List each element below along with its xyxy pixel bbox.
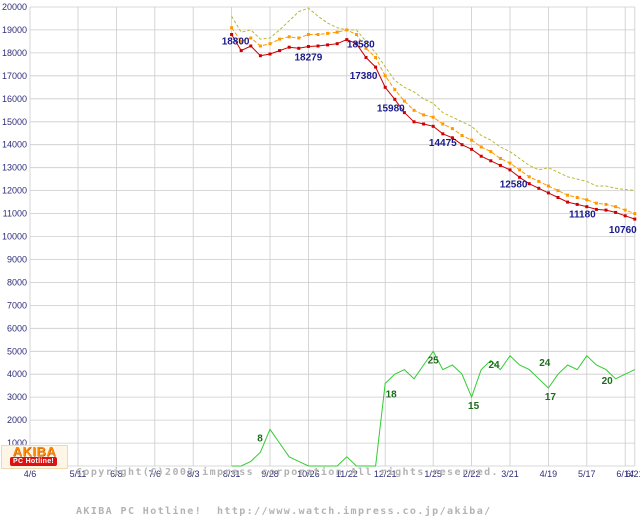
y-axis-tick-label: 11000 <box>3 209 27 219</box>
y-axis-tick-label: 8000 <box>7 277 27 287</box>
price-label: 18800 <box>222 37 250 48</box>
y-axis-tick-label: 5000 <box>7 346 27 356</box>
x-axis-tick-label: 2/22 <box>463 469 481 479</box>
y-axis-tick-label: 15000 <box>2 117 27 127</box>
akiba-logo: AKIBA PC Hotline! <box>1 445 68 469</box>
copyright-line-2: AKIBA PC Hotline! http://www.watch.impre… <box>76 506 492 517</box>
x-axis-tick-label: 6/8 <box>110 469 123 479</box>
x-axis-tick-label: 7/6 <box>149 469 162 479</box>
y-axis-tick-label: 18000 <box>2 48 27 58</box>
x-axis-tick-label: 6/21 <box>626 469 640 479</box>
price-label: 15980 <box>377 103 405 114</box>
x-axis-tick-label: 6/14 <box>616 469 634 479</box>
x-axis-tick-label: 9/28 <box>261 469 279 479</box>
y-axis-tick-label: 19000 <box>2 25 27 35</box>
copyright-text: Copyright(C)2003 impress corporation All… <box>76 440 499 531</box>
count-label: 15 <box>468 401 480 412</box>
x-axis-tick-label: 12/21 <box>374 469 397 479</box>
price-label: 18279 <box>294 53 322 64</box>
price-label: 17380 <box>350 71 378 82</box>
count-label: 17 <box>545 392 557 403</box>
shop-count-labels: 8 18 25 15 24 17 24 20 <box>257 355 613 444</box>
akiba-logo-text: AKIBA <box>12 444 57 459</box>
x-axis-tick-label: 1/25 <box>424 469 442 479</box>
x-axis-tick-label: 8/31 <box>223 469 241 479</box>
price-label: 11180 <box>569 209 596 220</box>
count-label: 18 <box>386 389 398 400</box>
axis-labels: 0100020003000400050006000700080009000100… <box>2 2 640 479</box>
count-label: 24 <box>539 358 551 369</box>
y-axis-tick-label: 2000 <box>7 415 27 425</box>
count-label: 25 <box>428 355 440 366</box>
y-axis-tick-label: 9000 <box>7 254 27 264</box>
series-average-price <box>230 26 637 216</box>
y-axis-tick-label: 13000 <box>2 163 27 173</box>
x-axis-tick-label: 3/21 <box>501 469 519 479</box>
x-axis-tick-label: 8/3 <box>187 469 200 479</box>
y-axis-tick-label: 3000 <box>7 392 27 402</box>
x-axis-tick-label: 5/11 <box>70 469 87 479</box>
series-lowest-price <box>230 33 637 221</box>
grid-lines <box>29 6 636 467</box>
count-label: 24 <box>488 360 500 371</box>
price-label: 10760 <box>609 225 637 236</box>
y-axis-tick-label: 10000 <box>2 232 27 242</box>
x-axis-tick-label: 11/22 <box>336 469 358 479</box>
price-label: 18580 <box>347 40 375 51</box>
price-history-chart: 0100020003000400050006000700080009000100… <box>2 2 640 479</box>
y-axis-tick-label: 16000 <box>2 94 27 104</box>
y-axis-tick-label: 14000 <box>2 140 27 150</box>
y-axis-tick-label: 4000 <box>7 369 27 379</box>
price-label: 14475 <box>429 138 457 149</box>
series-shop-count <box>231 350 636 467</box>
y-axis-tick-label: 20000 <box>2 2 27 12</box>
x-axis-tick-label: 4/19 <box>540 469 558 479</box>
series-highest-price <box>231 7 635 192</box>
y-axis-tick-label: 7000 <box>7 300 27 310</box>
y-axis-tick-label: 12000 <box>2 186 27 196</box>
y-axis-tick-label: 6000 <box>7 323 27 333</box>
count-label: 8 <box>257 433 263 444</box>
x-axis-tick-label: 5/17 <box>578 469 596 479</box>
x-axis-tick-label: 10/26 <box>297 469 320 479</box>
x-axis-tick-label: 4/6 <box>24 469 37 479</box>
price-label: 12580 <box>500 179 528 190</box>
price-point-labels: 18800 18279 18580 17380 15980 14475 12580 11180… <box>222 37 637 237</box>
y-axis-tick-label: 17000 <box>2 71 27 81</box>
count-label: 20 <box>602 376 614 387</box>
y-axis-tick-label: 1000 <box>7 438 27 448</box>
pc-hotline-badge: PC Hotline! <box>10 457 58 466</box>
copyright-line-1: Copyright(C)2003 impress corporation All… <box>76 467 499 478</box>
